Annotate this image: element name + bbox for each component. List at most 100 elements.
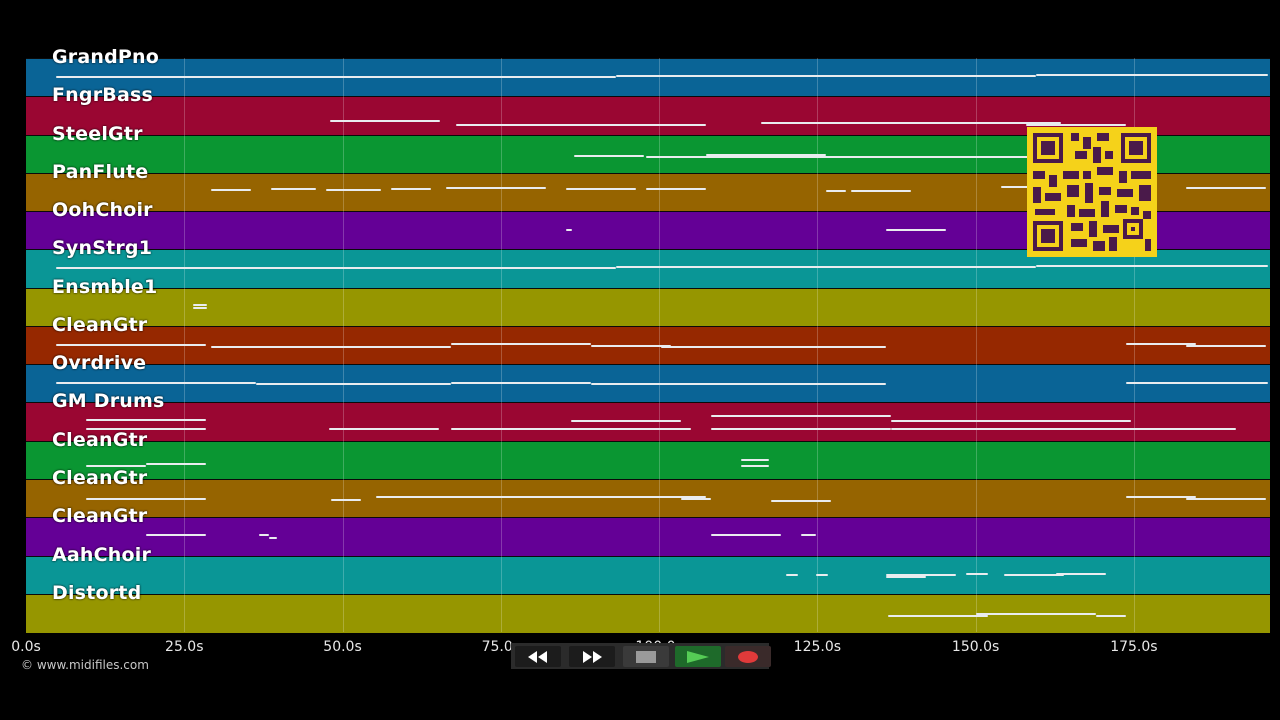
note-segment [86,428,206,431]
note-segment [888,614,988,617]
note-segment [711,428,891,431]
track-name-label: PanFlute [52,160,149,183]
note-segment [259,534,269,537]
time-gridline [342,58,344,632]
note-segment [193,303,207,306]
note-segment [801,534,816,537]
note-segment [86,464,146,467]
note-segment [451,428,691,431]
track-name-label: SteelGtr [52,122,143,145]
note-segment [976,612,1096,615]
note-segment [661,345,886,348]
track-lane [26,440,1270,480]
track-name-label: CleanGtr [52,466,148,489]
stop-icon [636,650,656,663]
play-button[interactable] [675,646,721,667]
note-segment [1036,74,1268,76]
note-segment [331,498,361,501]
record-icon [738,650,758,663]
track-name-label: Ensmble1 [52,275,158,298]
note-segment [851,189,911,192]
time-tick-label: 150.0s [951,639,1000,655]
note-segment [451,382,591,385]
fast-forward-button[interactable] [569,646,615,667]
track-lane [26,555,1270,595]
record-button[interactable] [725,646,771,667]
note-segment [886,229,946,232]
note-segment [566,187,636,190]
note-segment [741,464,769,467]
note-segment [1026,124,1126,127]
track-lane [26,478,1270,519]
note-segment [646,187,706,190]
note-segment [56,267,616,270]
note-segment [826,189,846,192]
track-name-label: GM Drums [52,390,165,413]
note-segment [56,76,616,78]
stop-button[interactable] [623,646,669,667]
copyright-text: © www.midifiles.com [21,658,149,672]
rewind-button[interactable] [515,646,561,667]
note-segment [566,229,572,232]
track-name-label: AahChoir [52,543,152,566]
track-name-label: Ovrdrive [52,352,147,375]
note-segment [1036,265,1268,268]
track-name-label: Distortd [52,581,142,604]
time-tick-label: 175.0s [1110,639,1158,655]
note-segment [891,428,1131,431]
track-name-label: CleanGtr [52,313,148,336]
note-segment [329,428,439,431]
note-segment [1186,186,1266,189]
note-segment [1056,572,1106,575]
note-segment [269,537,277,540]
qr-code [1027,127,1157,257]
time-tick-label: 125.0s [793,639,842,655]
note-segment [146,534,206,537]
note-segment [706,153,826,156]
time-gridline [975,58,977,632]
time-tick-label: 0.0s [11,639,41,655]
note-segment [1186,497,1266,500]
note-segment [711,415,891,418]
note-segment [816,573,828,576]
note-segment [376,495,706,498]
transport-bar [511,643,771,669]
note-segment [886,573,956,576]
time-tick-label: 50.0s [323,639,362,655]
time-tick-label: 25.0s [165,639,204,655]
note-segment [86,419,206,422]
note-segment [330,120,440,123]
note-segment [761,122,1061,125]
note-segment [711,534,781,537]
track-name-label: SynStrg1 [52,237,153,260]
note-segment [56,382,256,385]
note-segment [451,342,591,345]
note-segment [681,497,711,500]
note-segment [326,188,381,191]
note-segment [86,497,206,500]
note-segment [211,345,451,348]
note-segment [1126,495,1196,498]
note-segment [211,188,251,191]
note-segment [1126,342,1196,345]
note-segment [193,306,207,309]
time-gridline [500,58,502,632]
track-name-label: GrandPno [52,46,160,68]
track-lane [26,517,1270,557]
note-segment [591,344,671,347]
track-name-label: CleanGtr [52,428,148,451]
note-segment [771,499,831,502]
note-segment [271,187,316,190]
note-segment [591,383,886,386]
track-lane [26,402,1270,442]
note-segment [256,383,451,386]
note-segment [456,124,706,127]
note-segment [1126,428,1236,431]
note-segment [741,458,769,461]
note-segment [391,187,431,190]
note-segment [1096,614,1126,617]
track-lane [26,287,1270,327]
note-segment [646,155,1036,158]
note-segment [1004,573,1064,576]
